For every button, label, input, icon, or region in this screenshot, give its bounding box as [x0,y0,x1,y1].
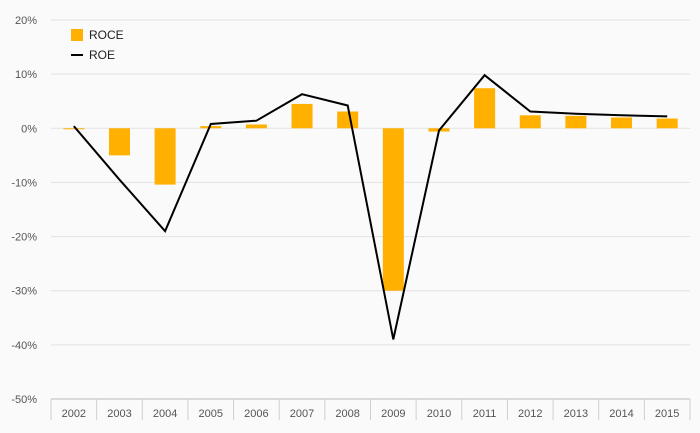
y-tick-label: -30% [11,286,37,298]
bar-roce [382,128,404,291]
x-tick-label: 2008 [335,408,359,420]
y-tick-label: -50% [11,394,37,406]
line-roe [73,73,668,340]
x-tick-label: 2003 [107,408,131,420]
x-tick-label: 2010 [427,408,451,420]
legend: ROCE ROE [71,28,124,62]
line-roe-path [73,73,668,340]
legend-label-roe: ROE [89,48,115,62]
bar-roce [611,117,633,129]
x-tick-label: 2009 [381,408,405,420]
bar-roce [519,115,541,129]
x-tick-label: 2007 [290,408,314,420]
x-tick-label: 2015 [655,408,679,420]
y-tick-label: 20% [15,15,37,27]
x-tick-label: 2006 [244,408,268,420]
bar-roce [474,88,496,129]
bar-roce [154,128,176,185]
legend-label-roce: ROCE [89,28,124,42]
bar-roce [63,128,85,130]
y-tick-label: -20% [11,232,37,244]
axes: 20% 10% 0% -10% -20% -30% -40% -50% 2002 2003 2004… [11,15,691,420]
y-tick-label: 10% [15,69,37,81]
y-tick-label: -40% [11,340,37,352]
y-tick-label: 0% [21,123,37,135]
x-tick-label: 2002 [62,408,86,420]
x-tick-label: 2005 [199,408,223,420]
x-tick-label: 2013 [564,408,588,420]
legend-swatch-roce [71,29,83,41]
bar-roce [291,103,313,129]
bar-roce [565,115,587,129]
x-tick-label: 2014 [609,408,633,420]
bar-roce [200,126,222,129]
bar-roce [337,111,359,129]
bars-roce [63,88,678,291]
x-tick-label: 2011 [473,408,497,420]
y-tick-label: -10% [11,177,37,189]
bar-roce [108,128,130,156]
bar-roce [245,124,267,129]
x-tick-label: 2012 [518,408,542,420]
bar-roce [656,118,678,129]
x-tick-label: 2004 [153,408,177,420]
